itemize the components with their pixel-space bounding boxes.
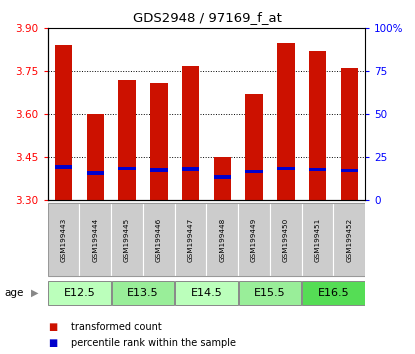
Text: E13.5: E13.5 xyxy=(127,288,159,298)
Bar xyxy=(214,175,231,179)
Text: E12.5: E12.5 xyxy=(63,288,95,298)
Bar xyxy=(48,203,80,276)
Bar xyxy=(341,169,358,172)
Bar xyxy=(175,203,207,276)
Bar xyxy=(182,65,199,200)
Bar xyxy=(118,80,136,200)
Bar xyxy=(333,203,365,276)
Text: E16.5: E16.5 xyxy=(317,288,349,298)
Bar xyxy=(87,171,104,175)
Bar xyxy=(80,203,111,276)
Bar xyxy=(277,42,295,200)
Bar xyxy=(55,165,72,169)
Bar xyxy=(49,281,110,305)
Text: GSM199443: GSM199443 xyxy=(61,218,66,262)
Text: ■: ■ xyxy=(48,322,57,332)
Text: ■: ■ xyxy=(48,338,57,348)
Text: E14.5: E14.5 xyxy=(190,288,222,298)
Bar xyxy=(238,203,270,276)
Text: ▶: ▶ xyxy=(31,288,39,298)
Bar xyxy=(150,83,168,200)
Bar xyxy=(309,168,326,171)
Bar xyxy=(150,168,168,172)
Text: GSM199447: GSM199447 xyxy=(188,218,193,262)
Text: GDS2948 / 97169_f_at: GDS2948 / 97169_f_at xyxy=(133,11,282,24)
Text: GSM199450: GSM199450 xyxy=(283,218,289,262)
Bar xyxy=(143,203,175,276)
Text: GSM199451: GSM199451 xyxy=(315,218,320,262)
Bar xyxy=(112,281,174,305)
Text: GSM199448: GSM199448 xyxy=(220,218,225,262)
Bar xyxy=(207,203,238,276)
Bar xyxy=(182,167,199,171)
Text: transformed count: transformed count xyxy=(71,322,161,332)
Text: GSM199449: GSM199449 xyxy=(251,218,257,262)
Text: age: age xyxy=(4,288,24,298)
Bar xyxy=(55,46,72,200)
Bar xyxy=(309,51,326,200)
Text: GSM199446: GSM199446 xyxy=(156,218,162,262)
Bar xyxy=(270,203,302,276)
Bar xyxy=(214,157,231,200)
Bar xyxy=(341,68,358,200)
Text: percentile rank within the sample: percentile rank within the sample xyxy=(71,338,236,348)
Bar xyxy=(245,94,263,200)
Bar xyxy=(302,203,334,276)
Text: GSM199444: GSM199444 xyxy=(93,218,98,262)
Bar xyxy=(245,170,263,173)
Bar xyxy=(239,281,301,305)
Bar xyxy=(176,281,237,305)
Text: GSM199452: GSM199452 xyxy=(347,218,352,262)
Bar xyxy=(277,167,295,170)
Bar xyxy=(118,167,136,170)
Text: E15.5: E15.5 xyxy=(254,288,286,298)
Bar xyxy=(303,281,364,305)
Bar xyxy=(87,114,104,200)
Bar xyxy=(111,203,143,276)
Text: GSM199445: GSM199445 xyxy=(124,218,130,262)
